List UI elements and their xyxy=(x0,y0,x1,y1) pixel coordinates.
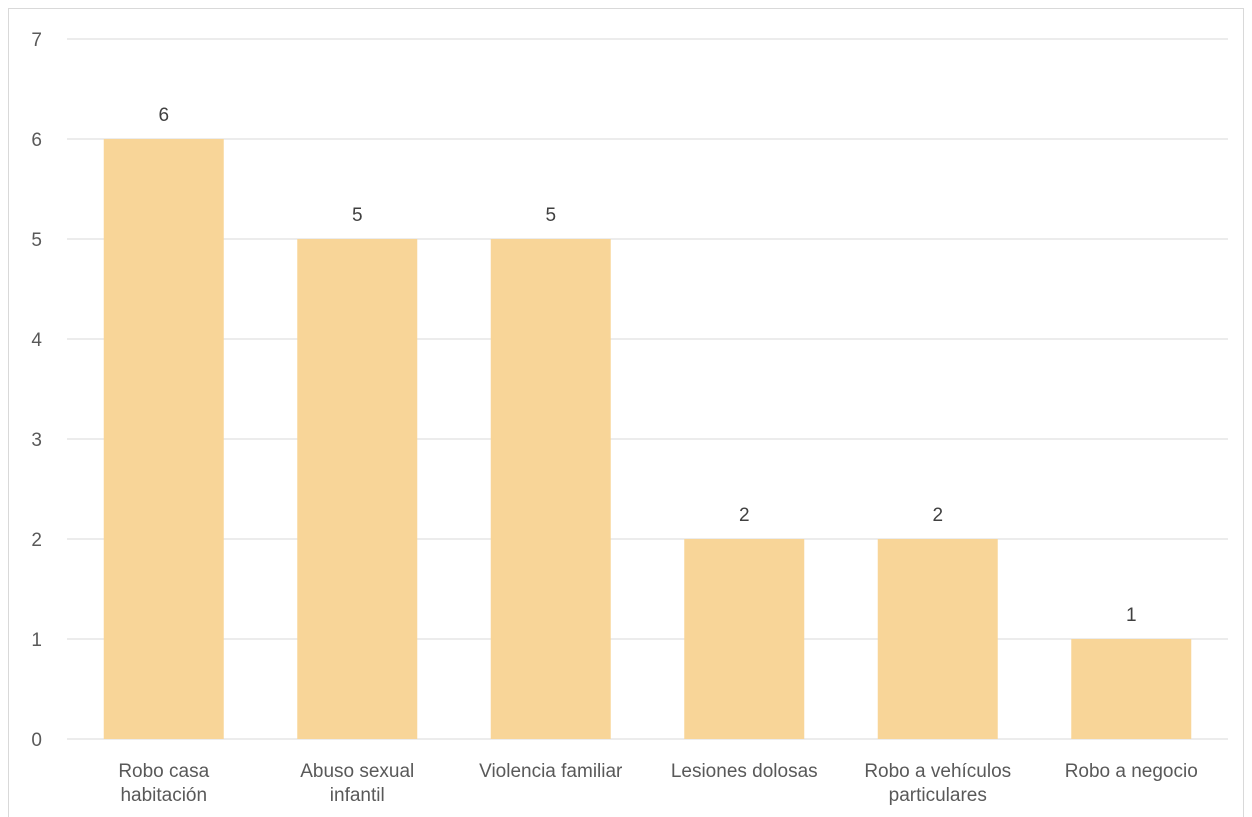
x-tick-label: Violencia familiar xyxy=(479,761,623,782)
x-tick-label: Lesiones dolosas xyxy=(671,761,818,782)
x-tick-label: Abuso sexual infantil xyxy=(300,761,414,806)
y-tick-label: 6 xyxy=(31,130,42,151)
data-label: 5 xyxy=(545,205,556,226)
bar xyxy=(1071,639,1192,739)
x-tick-label: Robo casa habitación xyxy=(118,761,209,806)
data-label: 1 xyxy=(1126,605,1137,626)
bar xyxy=(684,539,805,739)
y-tick-label: 1 xyxy=(31,630,42,651)
data-label: 5 xyxy=(352,205,363,226)
data-label: 2 xyxy=(932,505,943,526)
bar xyxy=(877,539,998,739)
x-tick-label-line: Violencia familiar xyxy=(479,761,623,782)
data-label: 2 xyxy=(739,505,750,526)
x-tick-label: Robo a negocio xyxy=(1065,761,1198,782)
y-tick-label: 5 xyxy=(31,230,42,251)
y-tick-label: 4 xyxy=(31,330,42,351)
data-label: 6 xyxy=(158,105,169,126)
y-tick-label: 7 xyxy=(31,30,42,51)
x-tick-label-line: habitación xyxy=(120,785,207,806)
x-tick-label-line: Abuso sexual xyxy=(300,761,414,782)
x-tick-label-line: infantil xyxy=(330,785,385,806)
x-tick-label-line: Robo a vehículos xyxy=(864,761,1011,782)
x-tick-label: Robo a vehículos particulares xyxy=(864,761,1011,806)
bar xyxy=(490,239,611,739)
bar xyxy=(103,139,224,739)
x-tick-label-line: Lesiones dolosas xyxy=(671,761,818,782)
x-tick-label-line: particulares xyxy=(889,785,987,806)
y-tick-label: 3 xyxy=(31,430,42,451)
x-tick-label-line: Robo casa xyxy=(118,761,209,782)
x-tick-label-line: Robo a negocio xyxy=(1065,761,1198,782)
y-tick-label: 2 xyxy=(31,530,42,551)
bar xyxy=(297,239,418,739)
y-tick-label: 0 xyxy=(31,730,42,751)
